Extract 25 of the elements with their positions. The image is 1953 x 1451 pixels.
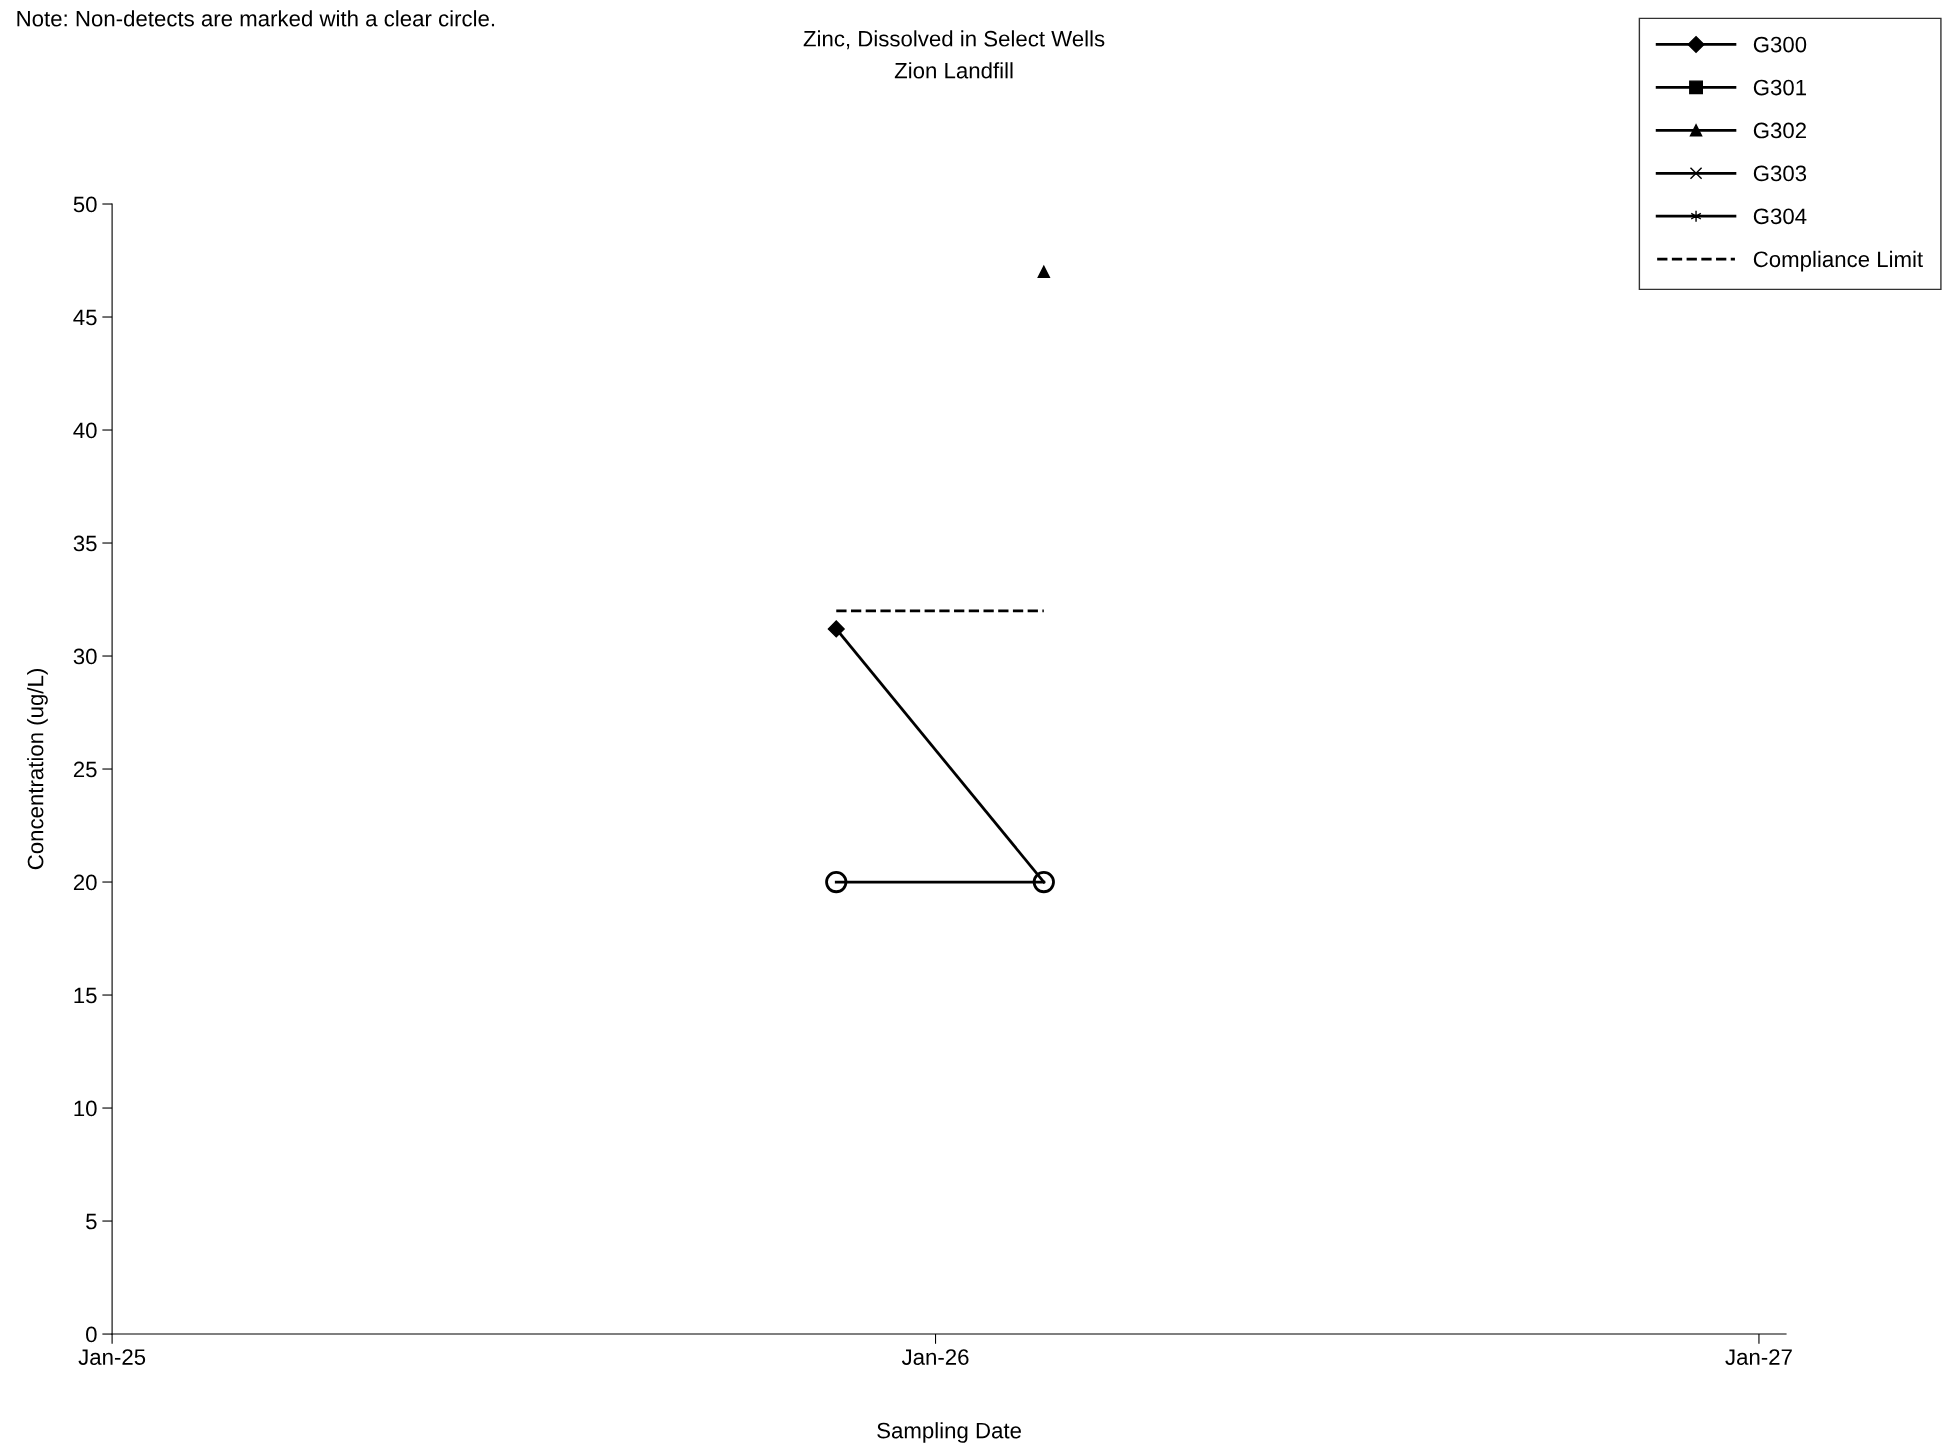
legend-label: G300 (1753, 36, 1807, 53)
y-tick-label: 5 (86, 1213, 97, 1230)
y-tick-label: 0 (86, 1326, 97, 1343)
y-tick-label: 20 (73, 874, 97, 891)
x-tick-label: Jan-25 (78, 1349, 146, 1365)
y-tick-label: 15 (74, 987, 97, 1004)
x-tick-label: Jan-26 (901, 1349, 969, 1365)
legend-label: Compliance Limit (1753, 250, 1923, 272)
y-tick-label: 50 (73, 196, 97, 213)
chart-subtitle: Zion Landfill (894, 62, 1013, 79)
y-tick-label: 40 (73, 422, 97, 439)
legend-label: G303 (1753, 165, 1807, 182)
y-axis-title: Concentration (ug/L) (27, 669, 48, 870)
y-tick-label: 35 (73, 535, 97, 552)
y-tick-label: 45 (73, 309, 97, 326)
y-tick-label: 10 (74, 1100, 97, 1117)
legend-label: G302 (1753, 122, 1806, 139)
legend-label: G304 (1753, 208, 1807, 225)
chart-title: Zinc, Dissolved in Select Wells (803, 30, 1105, 50)
legend-label: G301 (1753, 79, 1806, 96)
y-tick-label: 30 (73, 648, 97, 665)
x-axis-title: Sampling Date (877, 1422, 1021, 1443)
text: Note: Non-detects are marked with a clear circle. (17, 10, 495, 27)
y-tick-label: 25 (73, 761, 97, 778)
x-tick-label: Jan-27 (1725, 1349, 1792, 1365)
